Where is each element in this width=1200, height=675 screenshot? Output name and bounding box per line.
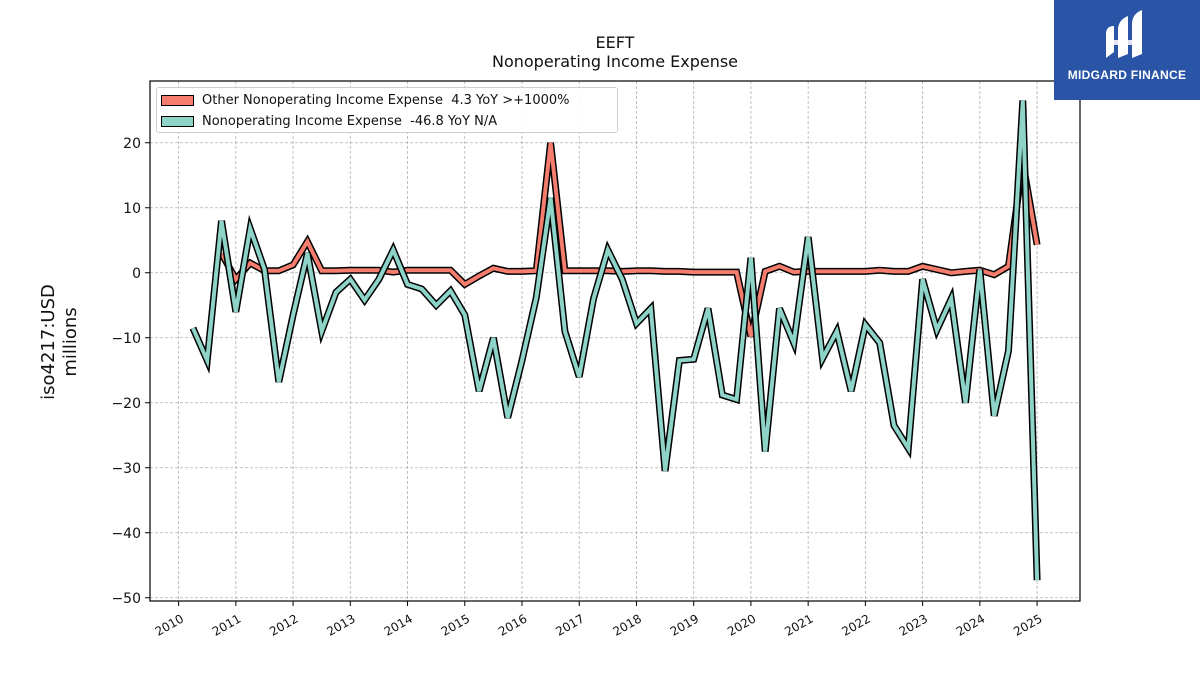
y-tick-label: −40 (111, 526, 141, 542)
chart-title: EEFT (595, 33, 635, 52)
series-line-0 (219, 142, 1040, 337)
brand-logo: MIDGARD FINANCE (1054, 0, 1200, 100)
legend-swatch-other-nonoperating (161, 94, 194, 106)
x-tick-label: 2022 (839, 611, 872, 638)
x-tick-label: 2024 (954, 611, 987, 638)
y-tick-label: 10 (123, 201, 141, 217)
y-tick-label: 20 (123, 136, 141, 152)
y-tick-label: −50 (111, 591, 141, 607)
y-tick-label: −30 (111, 461, 141, 477)
x-tick-label: 2023 (897, 611, 930, 638)
x-tick-label: 2019 (668, 611, 701, 638)
x-tick-label: 2013 (324, 611, 357, 638)
x-tick-label: 2011 (210, 611, 243, 638)
x-tick-label: 2025 (1011, 611, 1044, 638)
y-tick-label: −10 (111, 331, 141, 347)
x-tick-label: 2015 (439, 611, 472, 638)
legend-item-other-nonoperating: Other Nonoperating Income Expense 4.3 Yo… (161, 91, 569, 109)
x-tick-label: 2021 (782, 611, 815, 638)
legend-swatch-nonoperating (161, 115, 194, 127)
legend-label-nonoperating: Nonoperating Income Expense -46.8 YoY N/… (202, 113, 498, 129)
series-line-1 (191, 100, 1040, 581)
x-tick-label: 2010 (153, 611, 186, 638)
plot-frame (149, 80, 1081, 602)
x-tick-label: 2014 (382, 611, 415, 638)
chart-subtitle: Nonoperating Income Expense (491, 52, 739, 71)
logo-text: MIDGARD FINANCE (1067, 68, 1187, 82)
y-tick-label: −20 (111, 396, 141, 412)
legend: Other Nonoperating Income Expense 4.3 Yo… (156, 87, 618, 133)
legend-item-nonoperating: Nonoperating Income Expense -46.8 YoY N/… (161, 112, 497, 130)
x-tick-label: 2012 (267, 611, 300, 638)
y-tick-label: 0 (132, 266, 141, 282)
legend-label-other-nonoperating: Other Nonoperating Income Expense 4.3 Yo… (202, 92, 570, 108)
logo-mark-icon (1106, 10, 1142, 58)
x-tick-label: 2017 (553, 611, 586, 638)
x-tick-label: 2018 (611, 611, 644, 638)
x-tick-label: 2020 (725, 611, 758, 638)
x-tick-label: 2016 (496, 611, 529, 638)
series-outline-1 (189, 100, 1041, 581)
